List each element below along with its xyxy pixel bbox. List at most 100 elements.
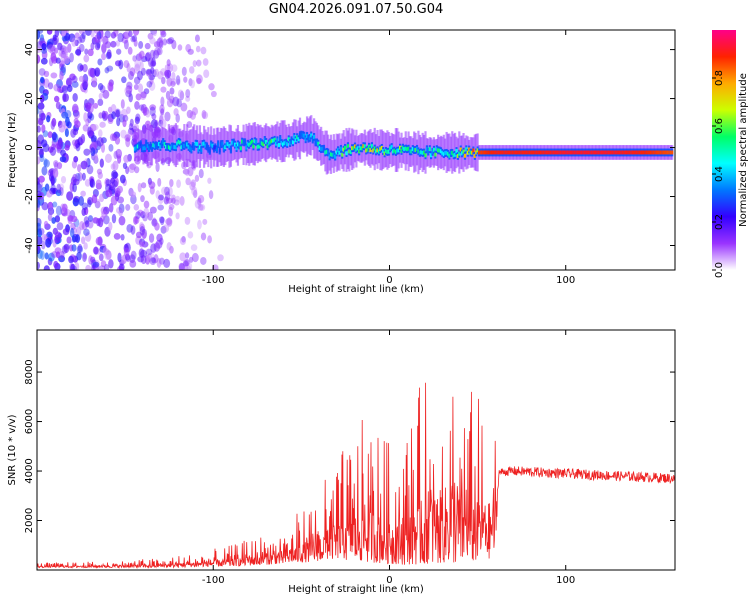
noise-speck — [94, 42, 101, 51]
track-core — [394, 149, 397, 154]
noise-speck — [71, 81, 79, 88]
noise-speck — [89, 178, 96, 188]
noise-speck — [145, 69, 152, 77]
noise-speck — [125, 85, 133, 95]
noise-speck — [194, 34, 200, 43]
noise-speck — [189, 181, 196, 191]
noise-speck — [166, 242, 172, 251]
track-core — [527, 150, 530, 155]
track-core — [424, 153, 427, 158]
noise-speck — [166, 77, 173, 87]
noise-speck — [57, 42, 63, 51]
track-core — [445, 150, 448, 155]
noise-speck — [149, 74, 154, 85]
noise-speck — [207, 235, 212, 244]
noise-speck — [175, 113, 180, 123]
noise-speck — [123, 39, 129, 50]
track-core — [215, 147, 218, 152]
track-core — [531, 150, 534, 155]
noise-speck — [118, 263, 125, 270]
noise-speck — [138, 41, 144, 49]
noise-speck — [55, 189, 62, 197]
snr-panel: -100 0 100 2000 4000 6000 8000 Height of strai… — [7, 329, 676, 595]
noise-speck — [128, 93, 133, 103]
noise-speck — [81, 31, 86, 40]
colorbar-tick-label: 0.8 — [714, 70, 725, 86]
noise-speck — [120, 108, 128, 118]
noise-speck — [73, 142, 79, 150]
noise-speck — [168, 206, 174, 217]
noise-speck — [101, 52, 107, 61]
track-core — [294, 138, 297, 143]
noise-speck — [103, 111, 109, 120]
noise-speck — [196, 74, 203, 84]
track-core — [369, 148, 372, 152]
noise-speck — [37, 140, 42, 150]
track-core — [616, 150, 619, 155]
track-core — [328, 154, 331, 159]
noise-speck — [86, 164, 94, 175]
noise-speck — [113, 177, 119, 187]
track-core — [516, 150, 519, 155]
noise-speck — [157, 204, 164, 211]
track-core — [413, 148, 416, 152]
track-core — [164, 144, 168, 149]
noise-speck — [37, 261, 40, 270]
track-core — [603, 150, 606, 155]
noise-speck — [71, 139, 78, 146]
noise-speck — [83, 148, 91, 156]
y-tick-label: 4000 — [24, 458, 35, 483]
noise-speck — [202, 218, 208, 225]
noise-speck — [66, 121, 72, 129]
noise-speck — [191, 252, 199, 263]
noise-speck — [191, 186, 198, 196]
noise-speck — [90, 256, 96, 263]
track-core — [511, 150, 514, 155]
track-core — [203, 141, 206, 146]
track-core — [627, 150, 630, 155]
noise-speck — [50, 183, 56, 194]
noise-speck — [126, 106, 131, 114]
noise-speck — [150, 66, 155, 75]
noise-speck — [98, 129, 103, 138]
track-core — [327, 150, 330, 155]
track-core — [400, 148, 403, 153]
track-core — [145, 141, 148, 146]
noise-speck — [43, 220, 49, 228]
track-core — [453, 152, 457, 157]
track-core — [372, 148, 375, 153]
noise-speck — [127, 129, 133, 138]
track-core — [534, 150, 537, 155]
noise-speck — [117, 265, 125, 270]
noise-speck — [201, 109, 207, 119]
noise-speck — [168, 203, 175, 211]
noise-speck — [38, 68, 46, 76]
noise-speck — [77, 164, 82, 173]
track-core — [648, 150, 651, 155]
noise-speck — [37, 200, 41, 209]
track-core — [609, 150, 612, 155]
noise-speck — [97, 217, 104, 228]
noise-speck — [75, 234, 81, 243]
track-core — [451, 150, 454, 155]
track-core — [336, 148, 340, 153]
noise-speck — [184, 216, 191, 225]
noise-speck — [208, 190, 214, 200]
noise-speck — [54, 30, 60, 38]
snr-axes: -100 0 100 2000 4000 6000 8000 — [24, 330, 675, 586]
track-core — [262, 142, 265, 147]
track-core — [214, 145, 217, 150]
track-core — [566, 150, 569, 155]
noise-speck — [52, 201, 58, 208]
noise-speck — [89, 123, 97, 132]
track-core — [555, 150, 558, 155]
track-core — [507, 150, 510, 155]
colorbar-ticks: 0.0 0.2 0.4 0.6 0.8 — [712, 70, 725, 278]
noise-speck — [64, 144, 70, 151]
x-tick-label: -100 — [202, 275, 225, 286]
track-core — [289, 141, 292, 146]
noise-speck — [42, 130, 49, 138]
track-core — [496, 150, 499, 155]
noise-speck — [176, 78, 181, 86]
track-core — [290, 138, 293, 143]
